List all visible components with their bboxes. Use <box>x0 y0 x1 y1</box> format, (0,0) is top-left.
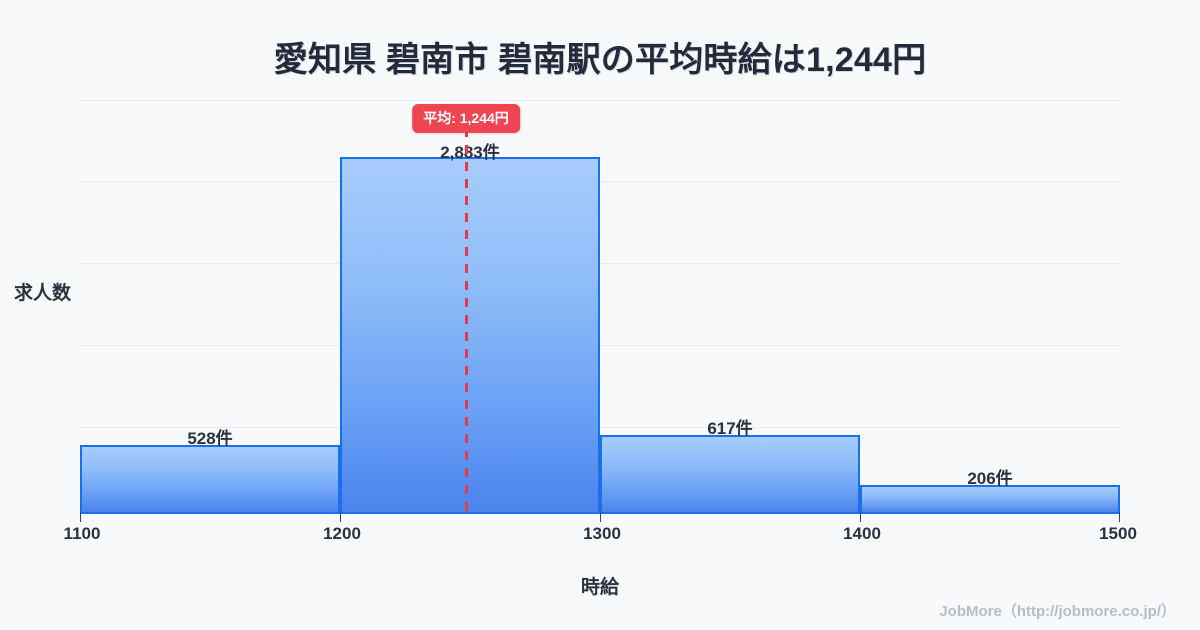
y-axis-title: 求人数 <box>14 283 72 304</box>
gridline <box>80 181 1120 182</box>
page-title: 愛知県 碧南市 碧南駅の平均時給は1,244円 <box>273 41 927 79</box>
x-tick-label: 1500 <box>1099 524 1137 543</box>
x-tick-label: 1100 <box>63 524 101 543</box>
x-tick-label: 1400 <box>843 524 881 543</box>
x-axis-tick <box>600 512 601 522</box>
gridline <box>80 263 1120 264</box>
histogram-bar[interactable] <box>600 435 860 512</box>
x-axis-title: 時給 <box>580 577 619 598</box>
gridline <box>80 427 1120 428</box>
average-badge: 平均: 1,244円 <box>412 104 520 133</box>
x-axis-tick <box>1119 512 1120 522</box>
x-tick-label: 1300 <box>583 524 621 543</box>
x-axis-tick <box>860 512 861 522</box>
footer-credit: JobMore（http://jobmore.co.jp/） <box>939 603 1176 620</box>
x-tick-label: 1200 <box>323 524 361 543</box>
average-line <box>465 128 468 512</box>
bar-value-label: 617件 <box>707 419 753 438</box>
histogram-bar[interactable] <box>80 445 340 512</box>
bar-value-label: 2,883件 <box>440 143 500 162</box>
x-axis-tick <box>80 512 81 522</box>
plot-area <box>80 100 1120 512</box>
gridline <box>80 100 1120 101</box>
histogram-bar[interactable] <box>860 485 1120 512</box>
histogram-bar[interactable] <box>340 157 600 512</box>
x-axis-tick <box>340 512 341 522</box>
gridline <box>80 345 1120 346</box>
bar-value-label: 528件 <box>187 429 233 448</box>
bar-value-label: 206件 <box>967 469 1013 488</box>
